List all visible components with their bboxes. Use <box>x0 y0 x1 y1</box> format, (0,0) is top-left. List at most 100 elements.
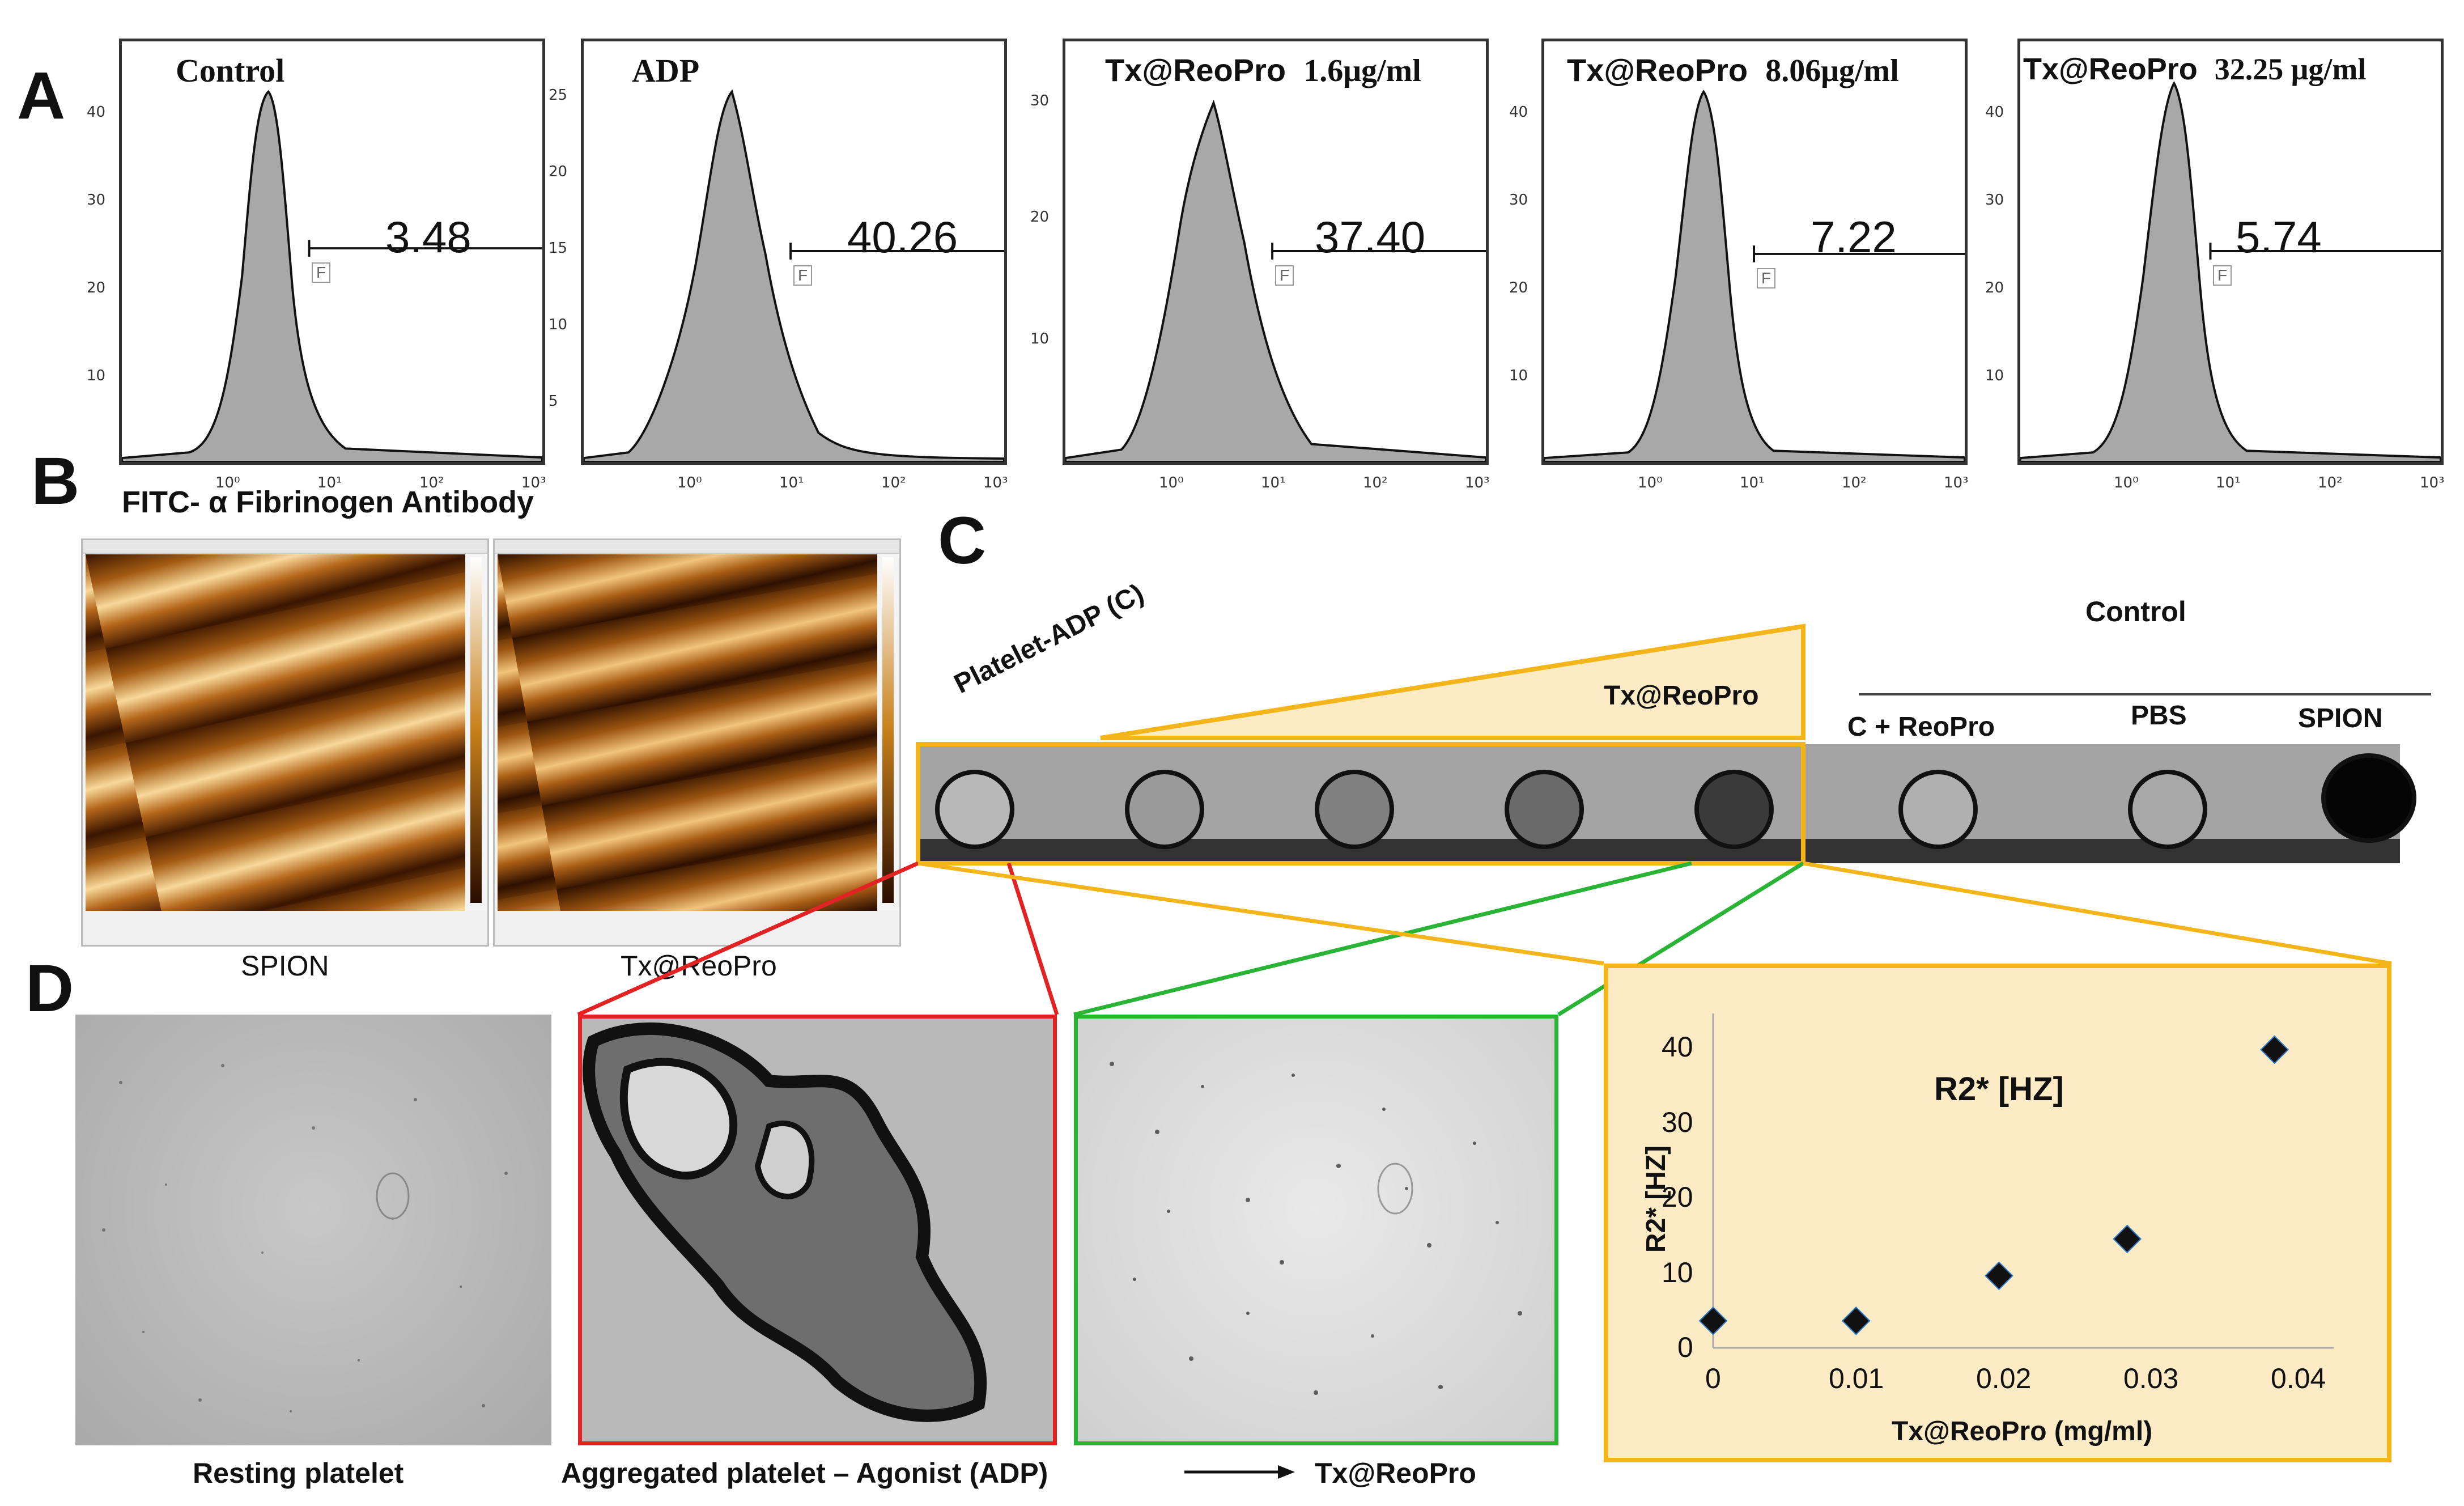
data-point <box>2113 1224 2142 1254</box>
x-tick: 10² <box>419 474 444 491</box>
mri-well <box>2321 753 2416 843</box>
chart-x-label: Tx@ReoPro (mg/ml) <box>1892 1416 2153 1446</box>
concentration-triangle <box>1100 623 1805 740</box>
mri-wells <box>935 753 2416 849</box>
x-tick: 10¹ <box>1740 474 1765 491</box>
y-tick: 20 <box>87 279 106 296</box>
y-tick: 30 <box>1985 192 2004 209</box>
x-tick: 10³ <box>1944 474 1969 491</box>
y-tick: 30 <box>1030 92 1050 109</box>
y-tick: 40 <box>1509 104 1528 121</box>
x-tick-label: 0.03 <box>2123 1363 2179 1394</box>
afm-caption-tx-reopro: Tx@ReoPro <box>621 950 777 982</box>
x-tick: 10³ <box>521 474 546 491</box>
micrograph-texture <box>102 1064 508 1412</box>
gated-percentage: 40.26 <box>847 212 958 262</box>
y-tick: 10 <box>87 367 106 384</box>
panel-letter-a: A <box>17 58 66 133</box>
x-tick: 10³ <box>2420 474 2445 491</box>
connector-green-left <box>1073 861 1692 1017</box>
chart-title: R2* [HZ] <box>1934 1071 2064 1108</box>
histogram-curve <box>2020 81 2441 462</box>
y-tick: 30 <box>87 192 106 209</box>
x-tick: 10² <box>881 474 906 491</box>
gated-percentage: 3.48 <box>385 212 471 262</box>
y-tick: 20 <box>1985 279 2004 296</box>
afm-toolbar <box>83 540 487 554</box>
histogram-plot <box>584 89 1004 462</box>
gated-percentage: 5.74 <box>2236 212 2322 262</box>
histogram-adp: ADP 40.26 F 5 10 15 20 25 10⁰ 10¹ 10² 10… <box>549 39 1008 491</box>
control-label-c-reopro: C + ReoPro <box>1847 712 1995 742</box>
afm-color-scale <box>470 557 482 903</box>
micrograph-texture <box>1110 1062 1522 1395</box>
mri-well <box>1898 770 1978 849</box>
micrograph-aggregated-platelet <box>578 1015 1057 1445</box>
histogram-concentration: 32.25 μg/ml <box>2214 52 2367 86</box>
connector-red-left <box>577 861 919 1017</box>
y-tick: 20 <box>1509 279 1528 296</box>
histogram-title: ADP <box>632 52 700 89</box>
afm-image-spion <box>81 538 489 947</box>
y-tick: 10 <box>1985 367 2004 384</box>
afm-color-scale <box>882 557 894 903</box>
control-label-pbs: PBS <box>2131 701 2187 731</box>
y-tick: 15 <box>549 240 568 257</box>
x-tick-label: 0 <box>1705 1363 1721 1394</box>
mri-well <box>935 770 1014 849</box>
x-tick-label: 0.02 <box>1976 1363 2032 1394</box>
data-point <box>1698 1306 1728 1335</box>
x-tick: 10¹ <box>779 474 804 491</box>
y-tick: 20 <box>1030 209 1050 226</box>
gradient-label: Tx@ReoPro <box>1604 681 1759 711</box>
y-tick-label: 10 <box>1662 1256 1693 1288</box>
x-tick: 10² <box>2318 474 2343 491</box>
histogram-plot <box>2020 81 2441 462</box>
caption-aggregated-platelet: Aggregated platelet – Agonist (ADP) <box>561 1457 1048 1489</box>
histogram-curve <box>584 89 1004 462</box>
y-tick: 20 <box>549 163 568 180</box>
histogram-plot <box>1544 90 1965 462</box>
histogram-plot <box>122 90 542 462</box>
y-tick-label: 20 <box>1662 1181 1693 1213</box>
panel-letter-c: C <box>938 503 987 578</box>
x-tick: 10⁰ <box>2114 474 2139 491</box>
y-tick: 40 <box>1985 104 2004 121</box>
x-tick: 10¹ <box>2216 474 2241 491</box>
x-tick: 10² <box>1842 474 1867 491</box>
gated-percentage: 7.22 <box>1811 212 1897 262</box>
x-tick: 10⁰ <box>677 474 702 491</box>
r2-scatter-plot <box>1698 1013 2334 1349</box>
micrograph-texture <box>583 1022 987 1422</box>
micrograph-tx-reopro-platelet <box>1074 1015 1558 1445</box>
x-tick: 10¹ <box>1261 474 1286 491</box>
y-tick: 10 <box>1030 330 1050 347</box>
connector-gold-right <box>1803 861 2392 966</box>
x-tick-label: 0.01 <box>1829 1363 1884 1394</box>
y-tick: 5 <box>549 393 558 410</box>
gate-label: F <box>2213 265 2232 286</box>
connector-green-right <box>1557 862 1804 1016</box>
mri-well <box>1125 770 1204 849</box>
control-label-spion: SPION <box>2298 703 2383 733</box>
micrograph-resting-platelet <box>75 1015 551 1445</box>
mri-well <box>1315 770 1394 849</box>
afm-status-bar <box>83 911 487 945</box>
connector-gold-left <box>917 861 1604 966</box>
mri-selection-box <box>916 742 1805 866</box>
x-tick: 10¹ <box>317 474 342 491</box>
gated-percentage: 37.40 <box>1315 212 1426 262</box>
x-tick: 10⁰ <box>1638 474 1663 491</box>
y-tick: 10 <box>1509 367 1528 384</box>
panel-letter-b: B <box>31 444 80 519</box>
y-tick: 25 <box>549 87 568 104</box>
histogram-title: Tx@ReoPro <box>2023 52 2198 86</box>
y-tick-label: 0 <box>1677 1331 1693 1363</box>
y-tick: 30 <box>1509 192 1528 209</box>
caption-resting-platelet: Resting platelet <box>193 1457 404 1489</box>
histogram-curve <box>1544 90 1965 462</box>
afm-amplitude-map <box>86 554 465 911</box>
caption-tx-reopro-arrow: Tx@ReoPro <box>1315 1457 1476 1489</box>
histogram-title: Tx@ReoPro <box>1105 52 1286 88</box>
